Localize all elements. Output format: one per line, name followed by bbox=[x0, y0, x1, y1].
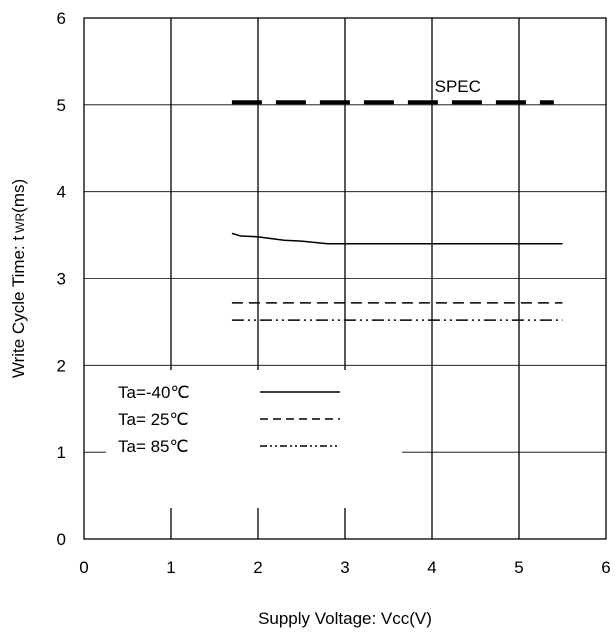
y-tick-label-5: 5 bbox=[57, 96, 66, 115]
y-tick-label-3: 3 bbox=[57, 270, 66, 289]
series-line-1 bbox=[231, 232, 563, 245]
x-axis-label: Supply Voltage: Vcc(V) bbox=[258, 609, 432, 628]
x-tick-label-0: 0 bbox=[79, 558, 88, 577]
y-axis-label-subscript: WR bbox=[13, 213, 27, 233]
y-tick-label-2: 2 bbox=[57, 356, 66, 375]
y-tick-label-1: 1 bbox=[57, 443, 66, 462]
y-tick-label-6: 6 bbox=[57, 9, 66, 28]
y-tick-label-4: 4 bbox=[57, 183, 66, 202]
y-axis-label: Write Cycle Time: t WR(ms) bbox=[9, 179, 28, 378]
legend-label-3: Ta= 85℃ bbox=[118, 437, 189, 456]
legend-label-1: Ta=-40℃ bbox=[118, 383, 190, 402]
x-tick-label-5: 5 bbox=[514, 558, 523, 577]
x-tick-label-1: 1 bbox=[166, 558, 175, 577]
spec-label: SPEC bbox=[435, 77, 481, 96]
legend-label-2: Ta= 25℃ bbox=[118, 410, 189, 429]
x-tick-label-6: 6 bbox=[601, 558, 610, 577]
x-tick-label-4: 4 bbox=[427, 558, 436, 577]
legend: Ta=-40℃ Ta= 25℃ Ta= 85℃ bbox=[106, 370, 402, 508]
y-axis-label-main: Write Cycle Time: t bbox=[9, 236, 28, 379]
y-tick-label-0: 0 bbox=[57, 530, 66, 549]
legend-box bbox=[106, 370, 402, 508]
plot-frame bbox=[83, 17, 607, 540]
x-tick-label-3: 3 bbox=[340, 558, 349, 577]
x-tick-label-2: 2 bbox=[253, 558, 262, 577]
y-axis-label-unit: (ms) bbox=[9, 179, 28, 213]
axis-ticks: 0 1 2 3 4 5 6 0 1 2 3 4 5 6 bbox=[57, 9, 611, 577]
plot-series bbox=[231, 100, 563, 321]
